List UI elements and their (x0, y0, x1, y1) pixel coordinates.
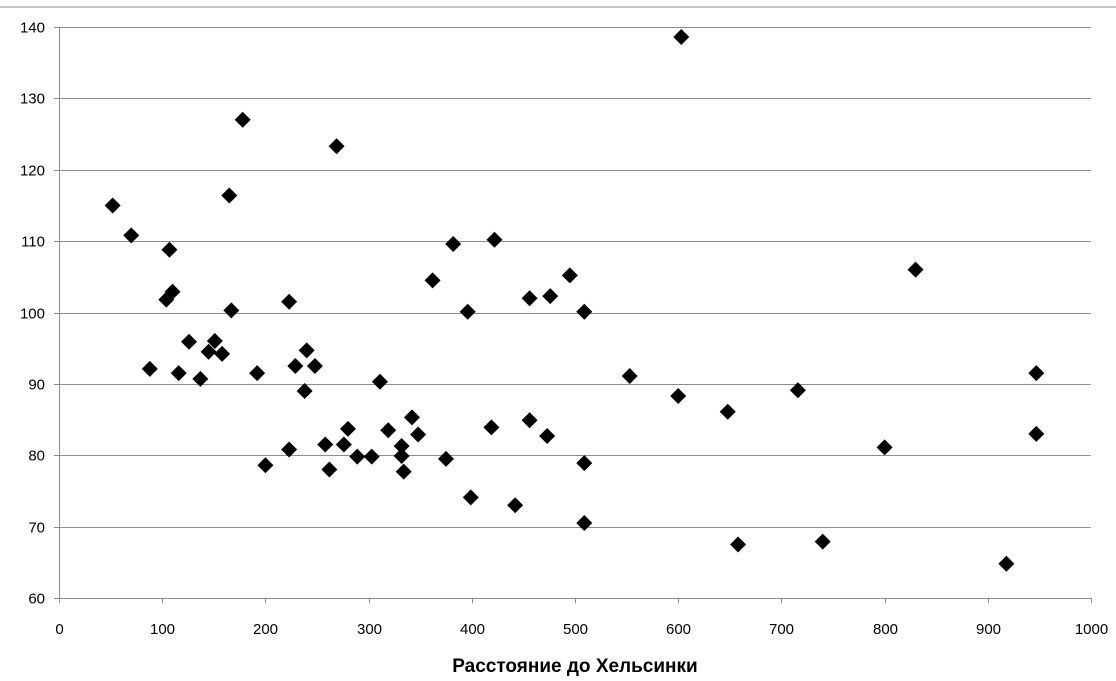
data-point (214, 345, 231, 362)
y-tick-label: 80 (28, 448, 45, 465)
x-tick-label: 600 (666, 621, 691, 638)
x-tick-label: 100 (150, 621, 175, 638)
data-point (438, 450, 454, 467)
data-point (876, 439, 893, 456)
data-point (576, 455, 593, 472)
data-point (395, 463, 412, 480)
y-tick-label: 140 (20, 20, 45, 37)
data-point (814, 533, 831, 550)
axes (0, 6, 1116, 603)
data-point (349, 448, 366, 465)
x-axis-title: Расстояние до Хельсинки (452, 656, 697, 677)
tick-labels: 60 70 80 90 100 110 120 130 140 0 100 200 300 400 500 6… (20, 20, 1108, 639)
data-point (287, 358, 304, 375)
data-point (403, 409, 420, 426)
data-point (561, 267, 578, 284)
data-point (380, 422, 397, 439)
data-point (462, 489, 479, 506)
data-point (321, 461, 338, 478)
data-point (483, 419, 500, 436)
y-tick-label: 70 (28, 520, 45, 537)
data-point (507, 497, 524, 514)
data-point (223, 302, 240, 319)
y-tick-label: 90 (28, 377, 45, 394)
data-point (104, 197, 121, 214)
data-point (1028, 365, 1045, 382)
data-point (445, 235, 462, 252)
data-point (296, 383, 313, 400)
data-point (486, 231, 503, 248)
data-point (998, 555, 1015, 572)
data-point (161, 241, 178, 258)
data-point (281, 441, 298, 458)
x-tick-label: 800 (873, 621, 898, 638)
data-point (542, 288, 559, 305)
x-tick-label: 1000 (1075, 621, 1108, 638)
x-tick-label: 700 (769, 621, 794, 638)
data-point (317, 436, 334, 453)
data-point (521, 290, 538, 307)
y-tick-label: 100 (20, 306, 45, 323)
data-point (1028, 425, 1045, 442)
data-point (249, 365, 266, 382)
data-point (170, 365, 187, 382)
x-tick-label: 300 (357, 621, 382, 638)
data-point (181, 333, 198, 350)
x-tick-label: 500 (563, 621, 588, 638)
x-tick-label: 200 (253, 621, 278, 638)
y-tick-label: 130 (20, 91, 45, 108)
data-point (298, 342, 315, 359)
data-point (576, 303, 593, 320)
data-point (164, 283, 181, 300)
x-tick-label: 900 (976, 621, 1001, 638)
data-point (221, 187, 238, 204)
data-point (192, 370, 209, 387)
x-tick-label: 400 (460, 621, 485, 638)
y-tick-label: 60 (28, 591, 45, 608)
data-point (363, 448, 380, 465)
x-tick-label: 0 (55, 621, 63, 638)
data-point (459, 303, 476, 320)
data-point (306, 358, 323, 375)
data-point (257, 457, 274, 474)
data-point (393, 437, 410, 454)
data-point (234, 111, 251, 128)
data-point (521, 412, 538, 429)
data-point (621, 368, 638, 385)
data-points (104, 28, 1045, 572)
y-tick-label: 110 (21, 234, 45, 251)
data-point (335, 436, 352, 453)
data-point (424, 272, 441, 289)
data-point (339, 420, 356, 437)
data-point (393, 447, 410, 464)
data-point (539, 427, 556, 444)
data-point (673, 28, 690, 45)
data-point (200, 343, 217, 360)
data-point (206, 333, 223, 350)
data-point (576, 515, 593, 532)
data-point (371, 373, 388, 390)
data-point (670, 388, 687, 405)
y-tick-label: 120 (20, 163, 45, 180)
data-point (123, 227, 140, 244)
data-point (281, 293, 298, 310)
data-point (719, 403, 736, 420)
data-point (730, 536, 747, 553)
data-point (410, 426, 427, 443)
data-point (789, 382, 806, 399)
data-point (328, 138, 345, 155)
data-point (141, 360, 158, 377)
data-point (907, 261, 924, 278)
